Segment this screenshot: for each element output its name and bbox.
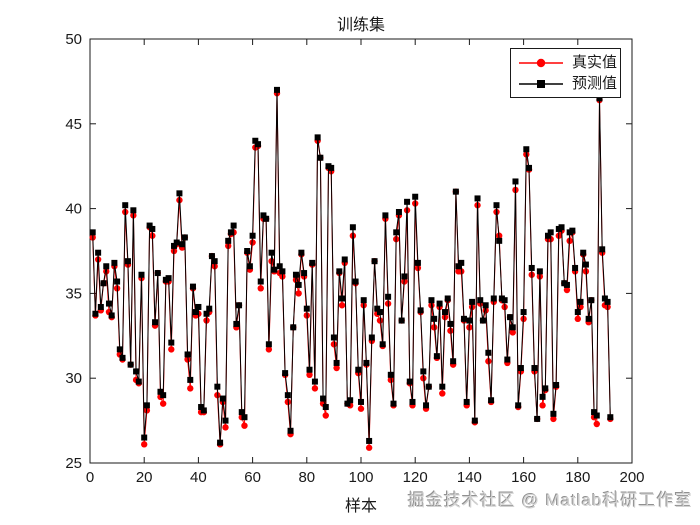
svg-text:30: 30	[65, 370, 82, 387]
svg-text:120: 120	[403, 469, 428, 486]
legend-item-true: 真实值	[511, 55, 620, 70]
legend-red-line-circle-icon	[519, 58, 563, 67]
svg-text:20: 20	[136, 469, 153, 486]
svg-text:35: 35	[65, 285, 82, 302]
axis-ticks	[89, 38, 633, 464]
svg-text:100: 100	[348, 469, 373, 486]
svg-text:45: 45	[65, 116, 82, 133]
svg-text:140: 140	[457, 469, 482, 486]
svg-text:80: 80	[298, 469, 315, 486]
svg-text:180: 180	[565, 469, 590, 486]
tick-labels: 0 20 40 60 80 100 120 140 160 180 200 25 30 35 40 45 50	[65, 31, 644, 486]
svg-text:40: 40	[190, 469, 207, 486]
svg-text:25: 25	[65, 455, 82, 472]
legend-item-pred: 预测值	[511, 76, 620, 91]
series-markers-1	[89, 86, 614, 446]
legend-black-line-square-icon	[519, 79, 563, 88]
svg-text:0: 0	[86, 469, 94, 486]
series-line-1	[92, 89, 611, 443]
svg-text:160: 160	[511, 469, 536, 486]
legend-label-true: 真实值	[572, 54, 618, 71]
legend: 真实值 预测值	[510, 48, 621, 98]
svg-text:60: 60	[244, 469, 261, 486]
watermark: 掘金技术社区 @ Matlab科研工作室	[408, 491, 693, 510]
x-axis-label: 样本	[344, 498, 377, 515]
chart-title: 训练集	[336, 17, 385, 34]
svg-text:200: 200	[619, 469, 644, 486]
svg-text:40: 40	[65, 201, 82, 218]
legend-label-pred: 预测值	[572, 75, 618, 92]
svg-text:50: 50	[65, 31, 82, 48]
